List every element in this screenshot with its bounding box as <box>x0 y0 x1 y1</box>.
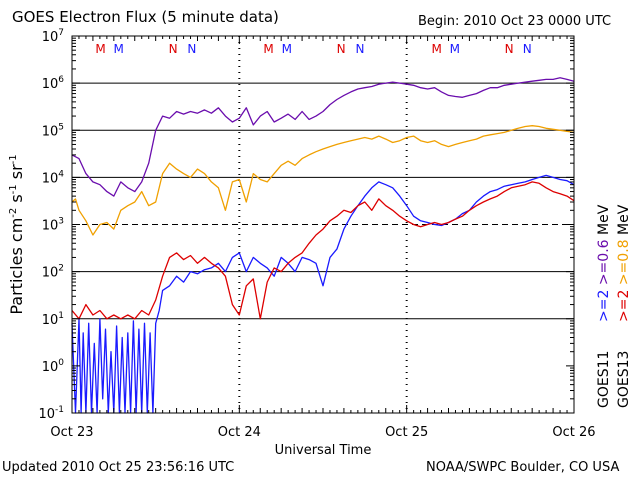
local-time-marker: M <box>95 42 105 56</box>
local-time-marker: M <box>431 42 441 56</box>
local-time-marker: N <box>337 42 346 56</box>
local-time-marker: N <box>505 42 514 56</box>
y-tick-label: 103 <box>42 217 64 234</box>
local-time-marker: N <box>523 42 532 56</box>
chart-title: GOES Electron Flux (5 minute data) <box>12 8 279 26</box>
x-tick-label: Oct 24 <box>218 425 261 440</box>
y-tick-label: 105 <box>42 122 64 139</box>
local-time-marker: N <box>187 42 196 56</box>
y-tick-label: 106 <box>42 75 65 92</box>
x-tick-label: Oct 25 <box>385 425 428 440</box>
x-tick-label: Oct 26 <box>552 425 595 440</box>
footer-credit: NOAA/SWPC Boulder, CO USA <box>426 460 620 475</box>
legend-series: >=2 >=0.6 MeV <box>596 204 612 322</box>
local-time-marker: M <box>263 42 273 56</box>
local-time-marker: N <box>355 42 364 56</box>
y-axis-label: Particles cm-2 s-1 sr-1 <box>7 154 26 314</box>
y-tick-label: 10-1 <box>38 405 64 422</box>
legend-satellite: GOES13 <box>616 351 632 408</box>
y-tick-label: 100 <box>42 358 65 375</box>
begin-label: Begin: 2010 Oct 23 0000 UTC <box>418 14 612 29</box>
local-time-marker: M <box>450 42 460 56</box>
series-line <box>71 125 575 236</box>
local-time-marker: M <box>114 42 124 56</box>
y-tick-label: 101 <box>42 311 64 328</box>
y-tick-label: 102 <box>42 264 64 281</box>
series-line <box>71 181 575 320</box>
x-axis-label: Universal Time <box>275 443 372 458</box>
legend-series: >=2 >=0.8 MeV <box>616 204 632 322</box>
footer-updated: Updated 2010 Oct 25 23:56:16 UTC <box>2 460 235 475</box>
series-line <box>71 174 575 414</box>
x-tick-label: Oct 23 <box>50 425 93 440</box>
series-line <box>71 77 575 197</box>
y-tick-label: 107 <box>42 28 64 45</box>
local-time-marker: N <box>169 42 178 56</box>
legend-satellite: GOES11 <box>596 351 612 408</box>
y-tick-label: 104 <box>42 169 65 186</box>
local-time-marker: M <box>282 42 292 56</box>
